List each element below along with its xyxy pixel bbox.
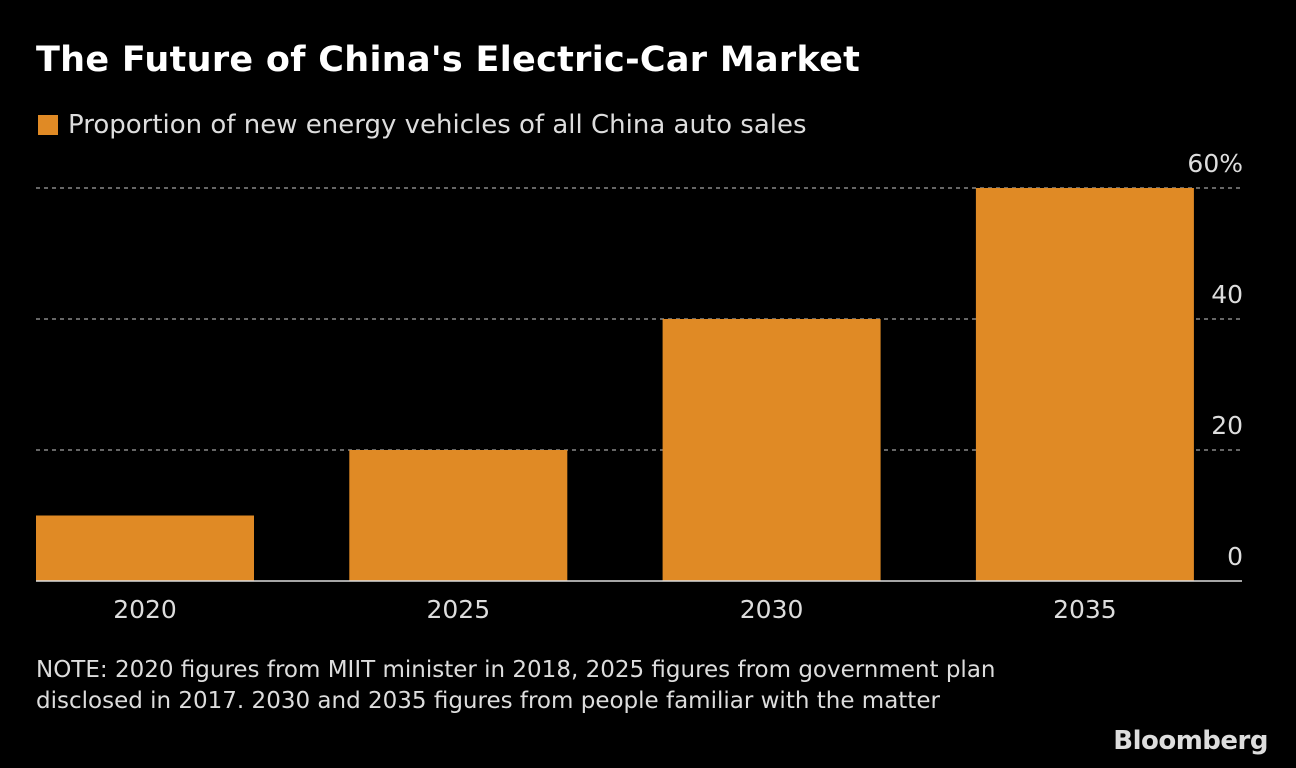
x-tick-label: 2035 xyxy=(1053,595,1117,624)
y-tick-label: 40 xyxy=(1211,280,1243,309)
x-tick-label: 2025 xyxy=(426,595,490,624)
bar-2035 xyxy=(975,188,1194,581)
chart-note: NOTE: 2020 figures from MIIT minister in… xyxy=(36,657,996,714)
legend-label: Proportion of new energy vehicles of all… xyxy=(68,110,807,140)
chart-title: The Future of China's Electric-Car Marke… xyxy=(36,40,861,80)
x-tick-label: 2030 xyxy=(740,595,804,624)
legend-swatch xyxy=(38,115,58,135)
x-tick-label: 2020 xyxy=(113,595,177,624)
bloomberg-logo: Bloomberg xyxy=(1113,726,1268,756)
y-tick-label: 20 xyxy=(1211,411,1243,440)
bar-2020 xyxy=(36,515,254,581)
y-tick-label: 0 xyxy=(1227,542,1243,571)
bar-2030 xyxy=(662,319,881,581)
y-tick-label: 60% xyxy=(1187,149,1243,178)
bar-2025 xyxy=(349,450,568,581)
legend: Proportion of new energy vehicles of all… xyxy=(38,110,807,140)
